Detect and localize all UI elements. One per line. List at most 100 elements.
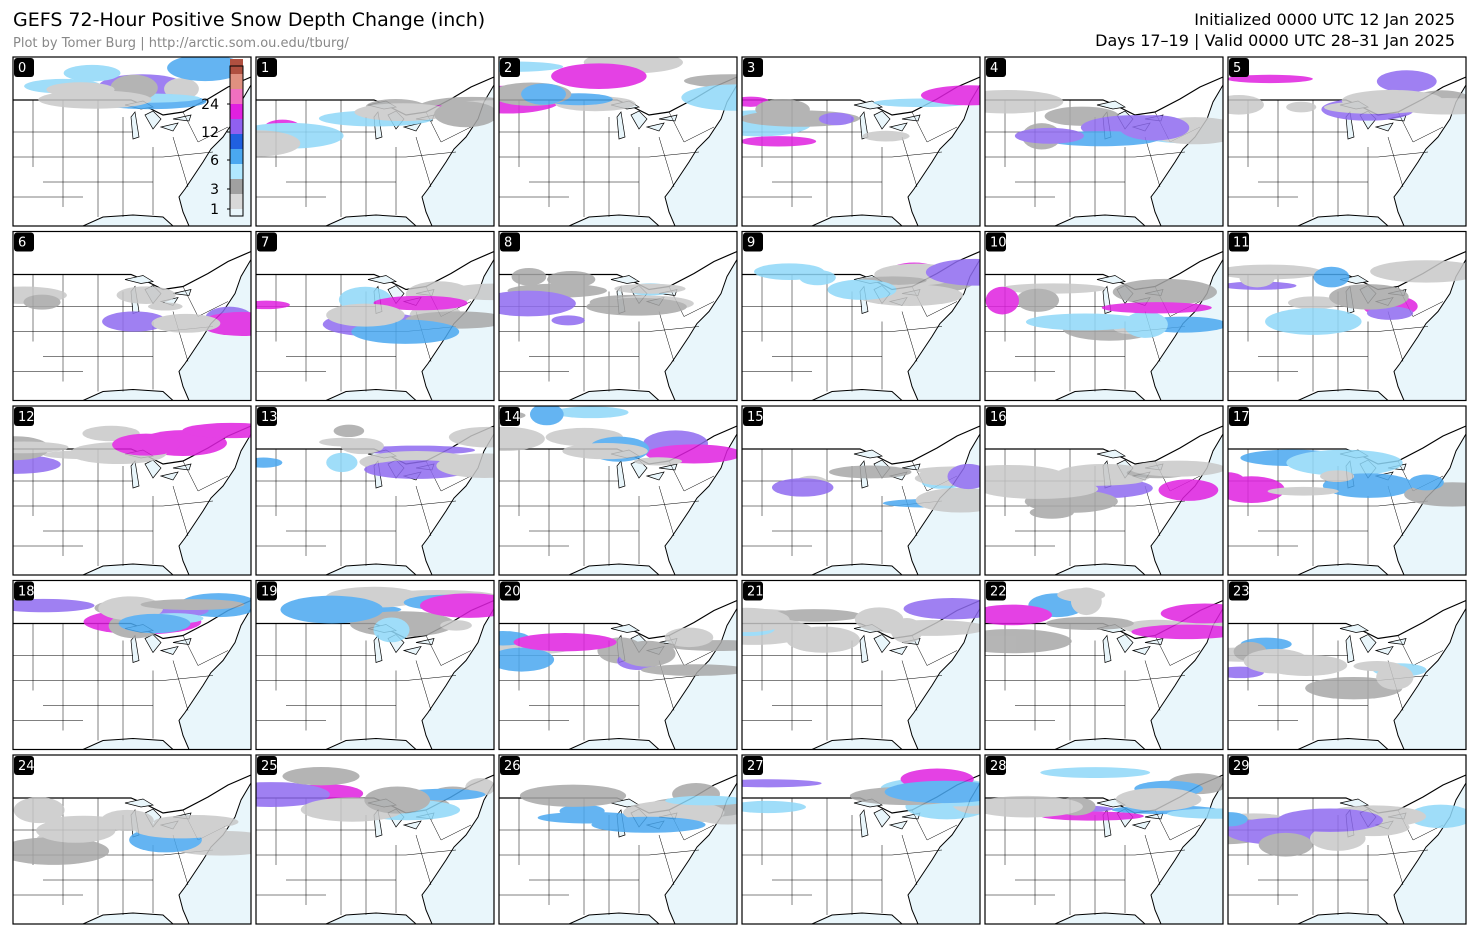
member-label: 11 [1233,236,1250,251]
panel-border [255,579,495,751]
member-label: 26 [504,759,521,774]
member-badge [14,58,34,77]
panel-border [255,230,495,402]
map-panel: 13 [255,405,495,576]
member-badge [500,756,520,775]
member-label: 25 [261,759,278,774]
panel-border [498,230,738,402]
member-badge [743,756,763,775]
panel-border [984,405,1224,576]
panel-border [1227,579,1467,751]
snow-shading [499,267,694,326]
member-badge [1229,407,1249,426]
snow-shading [985,460,1223,519]
map-panel: 24 [12,754,252,925]
member-label: 5 [1233,61,1241,76]
map-panel: 27 [741,754,981,925]
member-label: 15 [747,410,764,425]
panel-border [498,405,738,576]
panel-border [1227,56,1467,227]
panel-border [12,56,252,227]
member-badge [500,407,520,426]
member-badge [1229,756,1249,775]
snow-shading [1228,804,1466,857]
map-panel: 9 [741,230,981,402]
member-label: 4 [990,61,998,76]
member-label: 10 [990,236,1007,251]
map-panel: 15 [741,405,981,576]
map-panel: 8 [498,230,738,402]
snow-shading [742,85,980,147]
panel-border [498,754,738,925]
title: GEFS 72-Hour Positive Snow Depth Change … [13,9,485,31]
member-label: 9 [747,236,755,251]
member-badge [257,756,277,775]
map-panel: 18 [12,579,252,751]
map-panel: 16 [984,405,1224,576]
panel-border [12,579,252,751]
map-panel: 2 [498,56,738,227]
colorbar-label: 24 [201,97,219,113]
member-label: 7 [261,236,269,251]
snow-shading [985,767,1223,821]
member-badge [1229,232,1249,252]
member-label: 0 [18,61,26,76]
member-badge [743,407,763,426]
member-badge [1229,581,1249,601]
member-label: 23 [1233,585,1250,600]
snow-shading [519,783,737,833]
map-panel: 22 [984,579,1224,751]
basemap [499,755,737,924]
panel-border [984,56,1224,227]
snow-shading [13,422,251,474]
member-label: 14 [504,410,521,425]
snow-shading [499,57,737,114]
member-label: 20 [504,585,521,600]
member-label: 6 [18,236,26,251]
panel-border [741,56,981,227]
member-badge [1229,58,1249,77]
credit: Plot by Tomer Burg | http://arctic.som.o… [13,36,349,51]
member-badge [743,58,763,77]
member-badge [743,232,763,252]
member-label: 8 [504,236,512,251]
member-badge [986,756,1006,775]
snow-shading [1228,637,1427,700]
snow-shading [280,586,494,643]
member-badge [500,58,520,77]
member-badge [986,407,1006,426]
map-panel: 26 [498,754,738,925]
map-panel: 1 [255,56,495,227]
map-panel: 6 [12,230,252,402]
member-badge [14,407,34,426]
map-panel: 5 [1227,56,1467,227]
member-label: 19 [261,585,278,600]
colorbar-frame [229,65,244,217]
member-badge [986,232,1006,252]
panel-border [1227,405,1467,576]
panel-border [741,405,981,576]
member-badge [257,407,277,426]
member-label: 22 [990,585,1007,600]
snow-shading [499,406,737,466]
member-label: 28 [990,759,1007,774]
map-panel: 29 [1227,754,1467,925]
snow-shading [499,627,737,676]
colorbar-label: 1 [210,202,219,218]
map-panel: 10 [984,230,1224,402]
map-panel: 23 [1227,579,1467,751]
panel-border [255,56,495,227]
map-panel: 7 [255,230,495,402]
member-label: 12 [18,410,35,425]
init-time: Initialized 0000 UTC 12 Jan 2025 [1194,10,1455,29]
snow-shading [256,281,494,344]
snow-shading [24,57,244,110]
snow-shading [985,278,1223,341]
snow-shading [742,598,980,653]
basemap [742,231,980,401]
panel-border [498,579,738,751]
panel-border [984,230,1224,402]
member-badge [986,581,1006,601]
panel-border [255,405,495,576]
